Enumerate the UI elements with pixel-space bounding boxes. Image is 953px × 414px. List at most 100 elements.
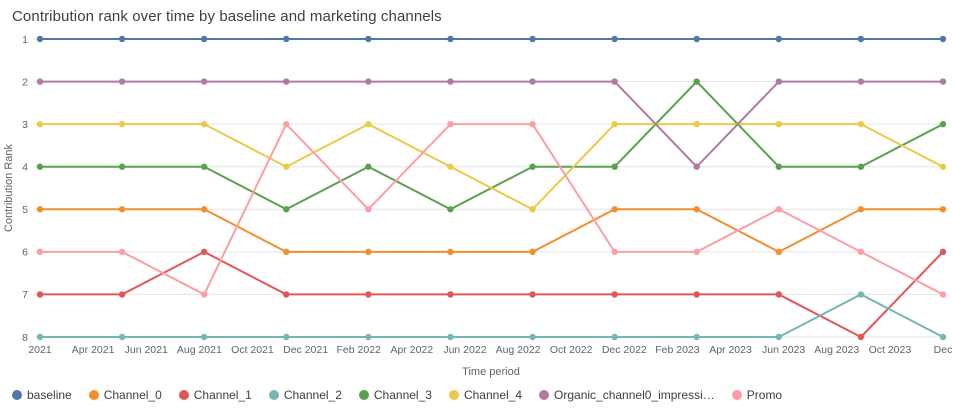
data-point-promo	[365, 206, 372, 213]
data-point-channel-2	[693, 333, 700, 341]
data-point-channel-1	[529, 291, 536, 298]
x-tick-label: Oct 2021	[231, 344, 274, 356]
data-point-channel-2	[283, 333, 290, 341]
legend-label: Channel_4	[463, 388, 523, 402]
data-point-channel-2	[939, 333, 947, 341]
data-point-promo	[939, 291, 947, 298]
legend-label: Organic_channel0_impressi…	[554, 388, 715, 402]
y-tick-label: 2	[22, 76, 28, 88]
y-axis-title: Contribution Rank	[3, 143, 15, 232]
data-point-channel-1	[200, 248, 208, 256]
chart-canvas[interactable]: Contribution Rank Time period 1 2 3 4 5 6 7 820…	[0, 27, 953, 383]
data-point-promo	[693, 248, 700, 256]
data-point-channel-3	[200, 163, 208, 170]
data-point-organic-channel0-impressi	[775, 78, 783, 85]
data-point-promo	[200, 291, 208, 298]
legend-item-channel-0[interactable]: Channel_0	[88, 388, 162, 402]
data-point-organic-channel0-impressi	[611, 78, 618, 85]
y-tick-label: 8	[22, 332, 28, 344]
data-point-channel-2	[775, 333, 783, 341]
data-point-baseline	[611, 35, 618, 43]
data-point-channel-1	[36, 291, 44, 298]
series-line-promo	[39, 123, 944, 296]
data-point-channel-0	[118, 206, 126, 213]
data-point-channel-0	[693, 206, 700, 213]
data-point-channel-2	[36, 333, 44, 341]
data-point-channel-0	[447, 248, 454, 256]
x-tick-label: Apr 2021	[72, 344, 115, 356]
x-tick-label: Aug 2021	[177, 344, 222, 356]
data-point-channel-4	[200, 120, 208, 128]
data-point-organic-channel0-impressi	[283, 78, 290, 85]
data-point-baseline	[447, 35, 454, 43]
data-point-channel-4	[118, 120, 126, 128]
data-point-channel-1	[447, 291, 454, 298]
legend-label: Channel_3	[373, 388, 432, 402]
data-point-channel-0	[200, 206, 208, 213]
data-point-channel-2	[857, 291, 865, 298]
data-point-channel-2	[529, 333, 536, 341]
legend-item-channel-2[interactable]: Channel_2	[268, 388, 342, 402]
legend-dot	[448, 390, 459, 400]
data-point-promo	[283, 120, 290, 128]
legend-item-channel-1[interactable]: Channel_1	[178, 388, 252, 402]
legend: baseline Channel_0 Channel_1 Channel_2 Chann…	[0, 383, 953, 402]
data-point-baseline	[857, 35, 865, 43]
data-point-channel-4	[857, 120, 865, 128]
data-point-channel-3	[857, 163, 865, 170]
legend-item-channel-4[interactable]: Channel_4	[448, 388, 523, 402]
y-tick-label: 3	[22, 119, 28, 131]
y-tick-label: 4	[22, 162, 28, 174]
data-point-channel-4	[693, 120, 700, 128]
data-point-channel-3	[118, 163, 126, 170]
legend-dot	[178, 390, 189, 400]
x-axis-title: Time period	[462, 366, 520, 378]
x-tick-label: Feb 2023	[655, 344, 700, 356]
data-point-baseline	[200, 35, 208, 43]
y-tick-label: 5	[22, 204, 28, 216]
data-point-channel-4	[529, 206, 536, 213]
data-point-organic-channel0-impressi	[365, 78, 372, 85]
data-point-organic-channel0-impressi	[118, 78, 126, 85]
data-point-promo	[447, 120, 454, 128]
data-point-channel-0	[36, 206, 44, 213]
data-point-channel-4	[775, 120, 783, 128]
data-point-baseline	[118, 35, 126, 43]
data-point-channel-3	[283, 206, 290, 213]
series-line-channel-3	[39, 80, 944, 211]
data-point-channel-3	[693, 78, 700, 85]
data-point-organic-channel0-impressi	[693, 163, 700, 170]
data-point-channel-2	[611, 333, 618, 341]
data-point-channel-2	[365, 333, 372, 341]
data-point-channel-1	[118, 291, 126, 298]
series-line-channel-2	[39, 293, 944, 338]
legend-dot	[88, 390, 99, 400]
data-point-channel-4	[447, 163, 454, 170]
data-point-channel-4	[611, 120, 618, 128]
legend-item-baseline[interactable]: baseline	[12, 388, 72, 402]
data-point-organic-channel0-impressi	[447, 78, 454, 85]
series-line-channel-1	[39, 250, 944, 338]
legend-label: Channel_1	[193, 388, 252, 402]
data-point-organic-channel0-impressi	[200, 78, 208, 85]
legend-label: Channel_2	[283, 388, 342, 402]
legend-item-channel-3[interactable]: Channel_3	[358, 388, 432, 402]
data-point-channel-1	[939, 248, 947, 256]
legend-label: baseline	[27, 388, 72, 402]
x-tick-label: 2021	[28, 344, 52, 356]
legend-item-promo[interactable]: Promo	[731, 388, 782, 402]
x-tick-label: Oct 2022	[550, 344, 593, 356]
chart-title: Contribution rank over time by baseline …	[12, 8, 442, 25]
data-point-organic-channel0-impressi	[857, 78, 865, 85]
x-tick-label: Dec 2021	[283, 344, 328, 356]
data-point-baseline	[529, 35, 536, 43]
data-point-promo	[775, 206, 783, 213]
x-tick-label: Aug 2022	[496, 344, 541, 356]
x-tick-label: Jun 2023	[762, 344, 805, 356]
legend-item-organic-channel0-impressi[interactable]: Organic_channel0_impressi…	[539, 388, 715, 402]
x-tick-label: Dec 2022	[602, 344, 647, 356]
data-point-channel-4	[283, 163, 290, 170]
data-point-channel-3	[36, 163, 44, 170]
data-point-baseline	[36, 35, 44, 43]
x-tick-label: Jun 2021	[125, 344, 168, 356]
